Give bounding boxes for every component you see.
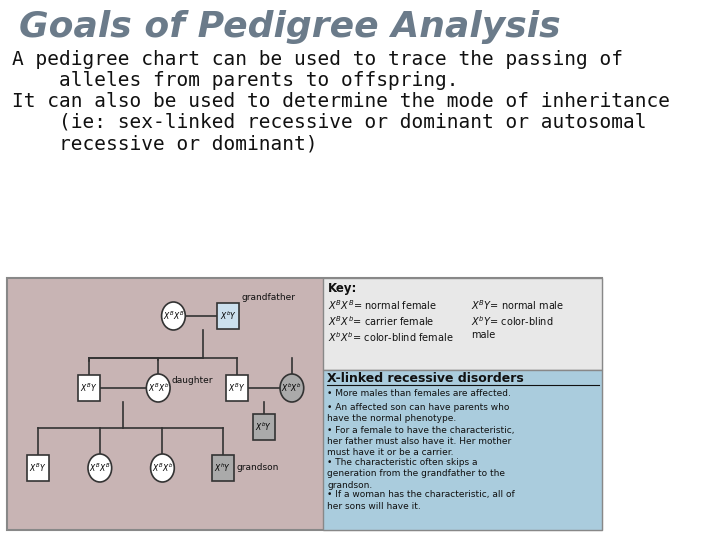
Text: male: male [472,330,495,340]
Circle shape [161,302,185,330]
Text: $X^BX^b$: $X^BX^b$ [148,382,168,394]
Text: $X^bY$: $X^bY$ [256,421,272,433]
Text: Key:: Key: [328,282,358,295]
Text: recessive or dominant): recessive or dominant) [12,134,318,153]
Text: Goals of Pedigree Analysis: Goals of Pedigree Analysis [19,10,560,44]
Text: $X^bY$= color-blind: $X^bY$= color-blind [472,314,554,328]
Circle shape [150,454,174,482]
Text: $X^BX^B$: $X^BX^B$ [163,310,184,322]
Text: $X^BY$: $X^BY$ [80,382,97,394]
FancyBboxPatch shape [212,455,233,481]
Text: $X^bX^b$= color-blind female: $X^bX^b$= color-blind female [328,330,454,344]
FancyBboxPatch shape [6,278,603,530]
FancyBboxPatch shape [253,414,275,440]
Text: (ie: sex-linked recessive or dominant or autosomal: (ie: sex-linked recessive or dominant or… [12,113,647,132]
Circle shape [280,374,304,402]
FancyBboxPatch shape [323,278,603,370]
Text: $X^BX^B$= normal female: $X^BX^B$= normal female [328,298,437,312]
Text: $X^BX^b$: $X^BX^b$ [152,462,173,474]
Text: $X^BX^B$: $X^BX^B$ [89,462,111,474]
Text: $X^BY$: $X^BY$ [228,382,246,394]
Text: $X^BY$: $X^BY$ [30,462,47,474]
Text: $X^BY$= normal male: $X^BY$= normal male [472,298,564,312]
Circle shape [146,374,170,402]
Text: It can also be used to determine the mode of inheritance: It can also be used to determine the mod… [12,92,670,111]
FancyBboxPatch shape [323,370,603,530]
FancyBboxPatch shape [217,303,240,329]
FancyBboxPatch shape [226,375,248,401]
FancyBboxPatch shape [27,455,49,481]
Text: • More males than females are affected.: • More males than females are affected. [328,389,511,398]
FancyBboxPatch shape [78,375,100,401]
Text: • For a female to have the characteristic,
her father must also have it. Her mot: • For a female to have the characteristi… [328,426,515,457]
Text: $X^bX^b$: $X^bX^b$ [282,382,302,394]
Text: grandfather: grandfather [241,293,295,302]
Text: • An affected son can have parents who
have the normal phenotype.: • An affected son can have parents who h… [328,402,510,423]
Text: A pedigree chart can be used to trace the passing of: A pedigree chart can be used to trace th… [12,50,623,69]
Circle shape [88,454,112,482]
Text: • If a woman has the characteristic, all of
her sons will have it.: • If a woman has the characteristic, all… [328,490,516,511]
Text: X-linked recessive disorders: X-linked recessive disorders [328,372,524,385]
Text: alleles from parents to offspring.: alleles from parents to offspring. [12,71,459,90]
Text: $X^BX^b$= carrier female: $X^BX^b$= carrier female [328,314,435,328]
Text: $X^hY$: $X^hY$ [214,462,231,474]
Text: • The characteristic often skips a
generation from the grandfather to the
grands: • The characteristic often skips a gener… [328,458,505,490]
Text: $X^bY$: $X^bY$ [220,310,237,322]
Text: daughter: daughter [172,376,213,385]
Text: grandson: grandson [236,463,279,472]
